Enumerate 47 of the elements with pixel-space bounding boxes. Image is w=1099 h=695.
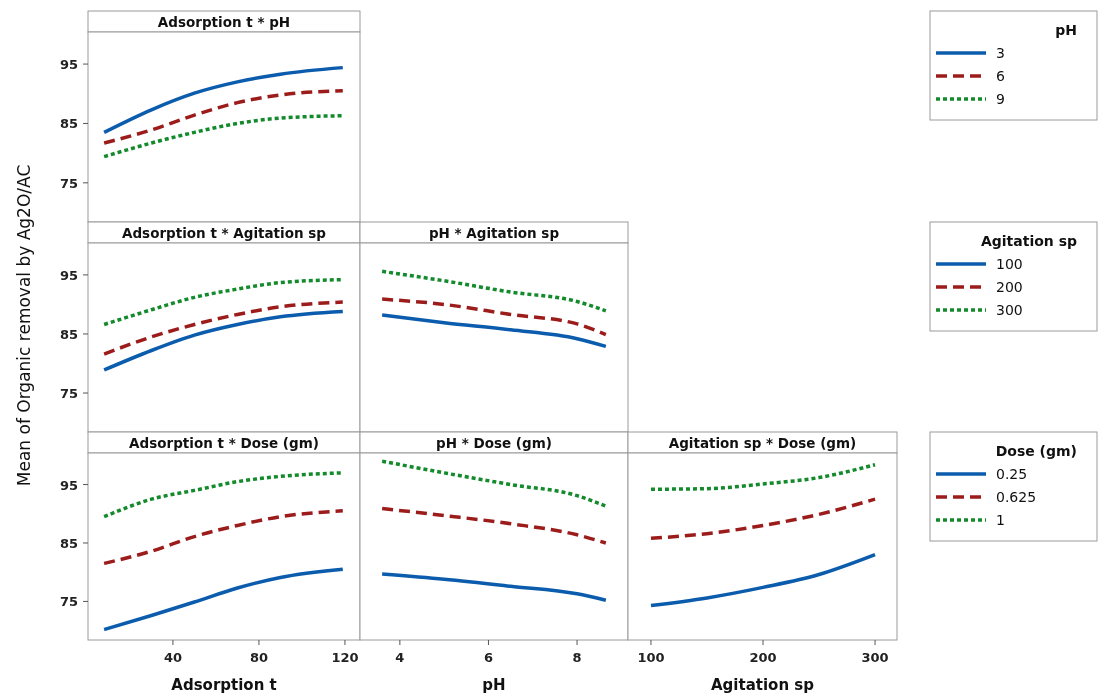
y-tick-label: 75 <box>59 175 78 191</box>
chart-title: Adsorption t * pH <box>157 13 291 30</box>
legend-label: 6 <box>996 68 1005 84</box>
chart-title: Adsorption t * Agitation sp <box>122 224 327 241</box>
y-tick-label: 95 <box>59 267 78 283</box>
x-tick-label: 6 <box>483 650 493 665</box>
y-tick-label: 75 <box>59 386 78 402</box>
legend-label: 200 <box>996 279 1023 295</box>
line-series <box>102 509 345 566</box>
x-axis-title: pH <box>482 676 506 694</box>
legend-title: Dose (gm) <box>995 443 1077 459</box>
chart-title: Agitation sp * Dose (gm) <box>668 434 857 451</box>
legend-label: 0.25 <box>996 466 1028 482</box>
y-tick-label: 85 <box>59 116 78 132</box>
line-series <box>102 89 345 145</box>
legend-title: Agitation sp <box>980 233 1077 249</box>
x-tick-label: 8 <box>572 650 582 665</box>
line-series <box>102 309 345 372</box>
x-tick-label: 80 <box>249 650 268 665</box>
x-tick-label: 300 <box>861 650 889 665</box>
y-axis-title: Mean of Organic removal by Ag2O/AC <box>14 164 34 487</box>
line-series <box>102 113 345 159</box>
x-tick-label: 200 <box>749 650 777 665</box>
line-series <box>102 567 345 632</box>
y-tick-label: 85 <box>59 535 78 551</box>
legend-label: 100 <box>996 256 1023 272</box>
line-series <box>102 300 345 356</box>
line-series <box>102 65 345 135</box>
y-tick-label: 95 <box>59 57 78 73</box>
legend-label: 0.625 <box>996 489 1037 505</box>
x-tick-label: 4 <box>395 650 405 665</box>
legend-label: 3 <box>996 45 1005 61</box>
chart-title: pH * Dose (gm) <box>436 434 552 451</box>
x-tick-label: 120 <box>331 650 359 665</box>
legend-label: 300 <box>996 302 1023 318</box>
y-tick-label: 95 <box>59 477 78 493</box>
x-axis-title: Agitation sp <box>711 676 815 694</box>
y-tick-label: 85 <box>59 326 78 342</box>
legend-label: 9 <box>996 91 1005 107</box>
x-axis-title: Adsorption t <box>171 676 277 694</box>
legend-label: 1 <box>996 512 1005 528</box>
x-tick-label: 100 <box>637 650 665 665</box>
y-tick-label: 75 <box>59 594 78 610</box>
legend-title: pH <box>1055 22 1077 38</box>
chart-title: pH * Agitation sp <box>428 224 560 241</box>
x-tick-label: 40 <box>163 650 182 665</box>
chart-title: Adsorption t * Dose (gm) <box>129 434 319 451</box>
